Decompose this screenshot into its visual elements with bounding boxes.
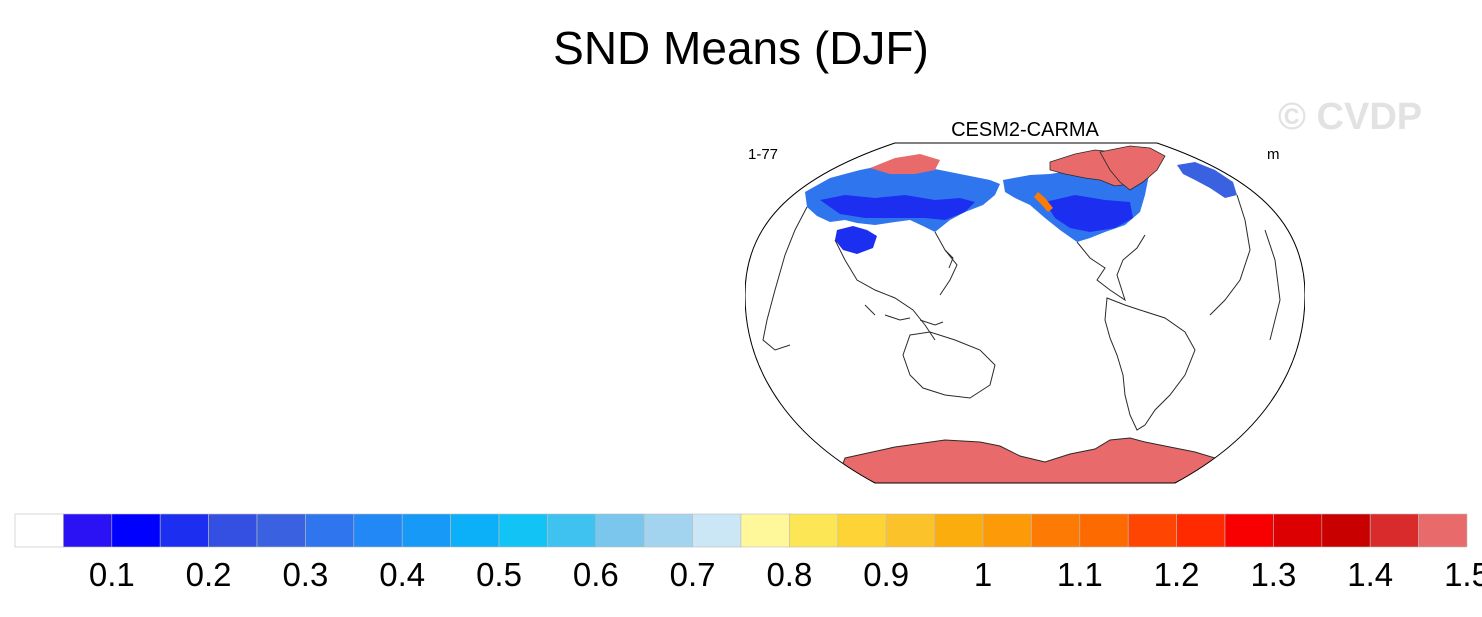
colorbar-box: [1079, 513, 1129, 548]
rockies-snow: [1034, 192, 1053, 212]
colorbar-box: [982, 513, 1032, 548]
colorbar-tick-label: 1.3: [1250, 556, 1296, 593]
islands: [864, 249, 954, 326]
coastlines: [762, 194, 1281, 431]
colorbar-tick-label: 1: [974, 556, 992, 593]
colorbar-tick-label: 1.2: [1154, 556, 1200, 593]
colorbar-box: [692, 513, 742, 548]
colorbar-tick-label: 0.7: [670, 556, 716, 593]
figure-title: SND Means (DJF): [553, 22, 929, 74]
north-america-snow-deep: [1045, 195, 1133, 232]
colorbar-tick-label: 0.6: [573, 556, 619, 593]
colorbar-box: [208, 513, 258, 548]
colorbar-tick-label: 1.1: [1057, 556, 1103, 593]
colorbar-box: [595, 513, 645, 548]
asia-plateau-snow: [835, 226, 877, 254]
colorbar-box: [63, 513, 113, 548]
eurasia-snow-deep: [820, 195, 975, 220]
colorbar-tick-label: 1.4: [1347, 556, 1393, 593]
colorbar-box: [643, 513, 693, 548]
colorbar-box: [885, 513, 935, 548]
colorbar-box: [111, 513, 161, 548]
colorbar-box: [837, 513, 887, 548]
arctic-islands-snow: [870, 154, 940, 174]
colorbar-box: [353, 513, 403, 548]
colorbar-tick-label: 0.4: [379, 556, 425, 593]
colorbar-box: [498, 513, 548, 548]
colorbar-tick-label: 0.1: [89, 556, 135, 593]
colorbar-box: [934, 513, 984, 548]
colorbar-box: [450, 513, 500, 548]
colorbar-box: [1273, 513, 1323, 548]
colorbar-tick-label: 0.5: [476, 556, 522, 593]
colorbar-box: [1321, 513, 1371, 548]
colorbar-box: [547, 513, 597, 548]
colorbar-box: [305, 513, 355, 548]
colorbar-tick-label: 0.8: [766, 556, 812, 593]
colorbar-box: [740, 513, 790, 548]
colorbar-box: [1127, 513, 1177, 548]
colorbar: 0.1 0.2 0.3 0.4 0.5 0.6 0.7 0.8 0.9 1 1.1 1.2 1.3 1.4…: [14, 513, 1482, 593]
colorbar-tick-label: 0.9: [863, 556, 909, 593]
colorbar-tick-label: 1.5: [1444, 556, 1482, 593]
map-background: [745, 143, 1305, 483]
colorbar-tick-label: 0.3: [282, 556, 328, 593]
panel-units-label: m: [1267, 146, 1280, 163]
greenland-snow: [1099, 145, 1166, 191]
colorbar-box: [1369, 513, 1419, 548]
panel-title: CESM2-CARMA: [951, 119, 1099, 141]
colorbar-box: [1031, 513, 1081, 548]
colorbar-box: [789, 513, 839, 548]
colorbar-box: [1176, 513, 1226, 548]
cvdp-watermark: © CVDP: [1278, 96, 1423, 138]
europe-snow: [1177, 162, 1237, 198]
map-border: [745, 142, 1305, 484]
colorbar-box: [159, 513, 209, 548]
colorbar-tick-label: 0.2: [186, 556, 232, 593]
colorbar-box: [1224, 513, 1274, 548]
colorbar-box: [256, 513, 306, 548]
panel-left-label: 1-77: [748, 146, 779, 163]
colorbar-box: [401, 513, 451, 548]
colorbar-box: [14, 513, 64, 548]
world-map: [745, 142, 1305, 484]
colorbar-box: [1418, 513, 1468, 548]
